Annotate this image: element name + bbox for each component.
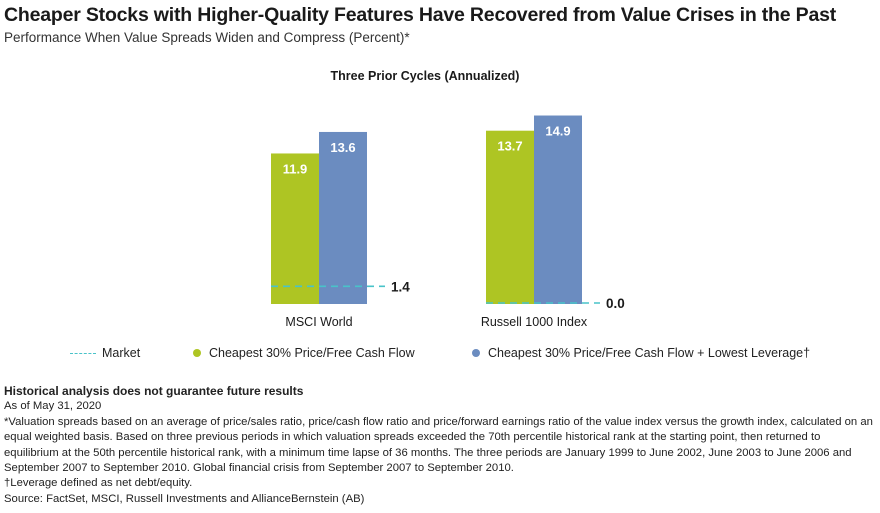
bar-chart: Three Prior Cycles (Annualized) 11.9 13.6… (271, 69, 625, 329)
legend-label-market: Market (102, 346, 141, 360)
market-value-label: 0.0 (606, 296, 625, 311)
bar-value-label: 14.9 (545, 124, 570, 139)
page-subtitle: Performance When Value Spreads Widen and… (4, 30, 410, 45)
bar-value-label: 13.6 (330, 140, 355, 155)
category-label: Russell 1000 Index (481, 315, 588, 329)
disclaimer: Historical analysis does not guarantee f… (4, 384, 304, 398)
legend-dot-icon (472, 348, 480, 357)
legend-dash-icon (70, 353, 96, 355)
bar-cheapest-30-low-leverage-msci-world (319, 131, 367, 304)
category-label: MSCI World (285, 315, 352, 329)
bar-value-label: 13.7 (497, 139, 522, 154)
legend-item-cheapest-30: Cheapest 30% Price/Free Cash Flow (193, 346, 415, 360)
bar-value-label: 11.9 (283, 161, 308, 176)
footnotes: Historical analysis does not guarantee f… (4, 384, 876, 507)
bar-cheapest-30-russell-1000 (486, 130, 534, 304)
chart-title: Three Prior Cycles (Annualized) (331, 69, 520, 83)
bar-cheapest-30-msci-world (271, 153, 319, 304)
footnote-dagger: †Leverage defined as net debt/equity. (4, 477, 193, 490)
chart-legend: Market Cheapest 30% Price/Free Cash Flow… (70, 346, 870, 364)
page-title: Cheaper Stocks with Higher-Quality Featu… (4, 4, 837, 26)
legend-label-cheapest-30: Cheapest 30% Price/Free Cash Flow (209, 346, 415, 360)
bar-cheapest-30-low-leverage-russell-1000 (534, 115, 582, 304)
legend-item-cheapest-30-low-leverage: Cheapest 30% Price/Free Cash Flow + Lowe… (472, 346, 810, 360)
as-of-date: As of May 31, 2020 (4, 400, 102, 413)
footnote-star: *Valuation spreads based on an average o… (4, 415, 873, 475)
market-value-label: 1.4 (391, 279, 410, 294)
legend-item-market: Market (70, 346, 140, 360)
legend-dot-icon (193, 348, 201, 357)
source-note: Source: FactSet, MSCI, Russell Investmen… (4, 492, 365, 505)
legend-label-cheapest-30-low-leverage: Cheapest 30% Price/Free Cash Flow + Lowe… (488, 346, 811, 360)
